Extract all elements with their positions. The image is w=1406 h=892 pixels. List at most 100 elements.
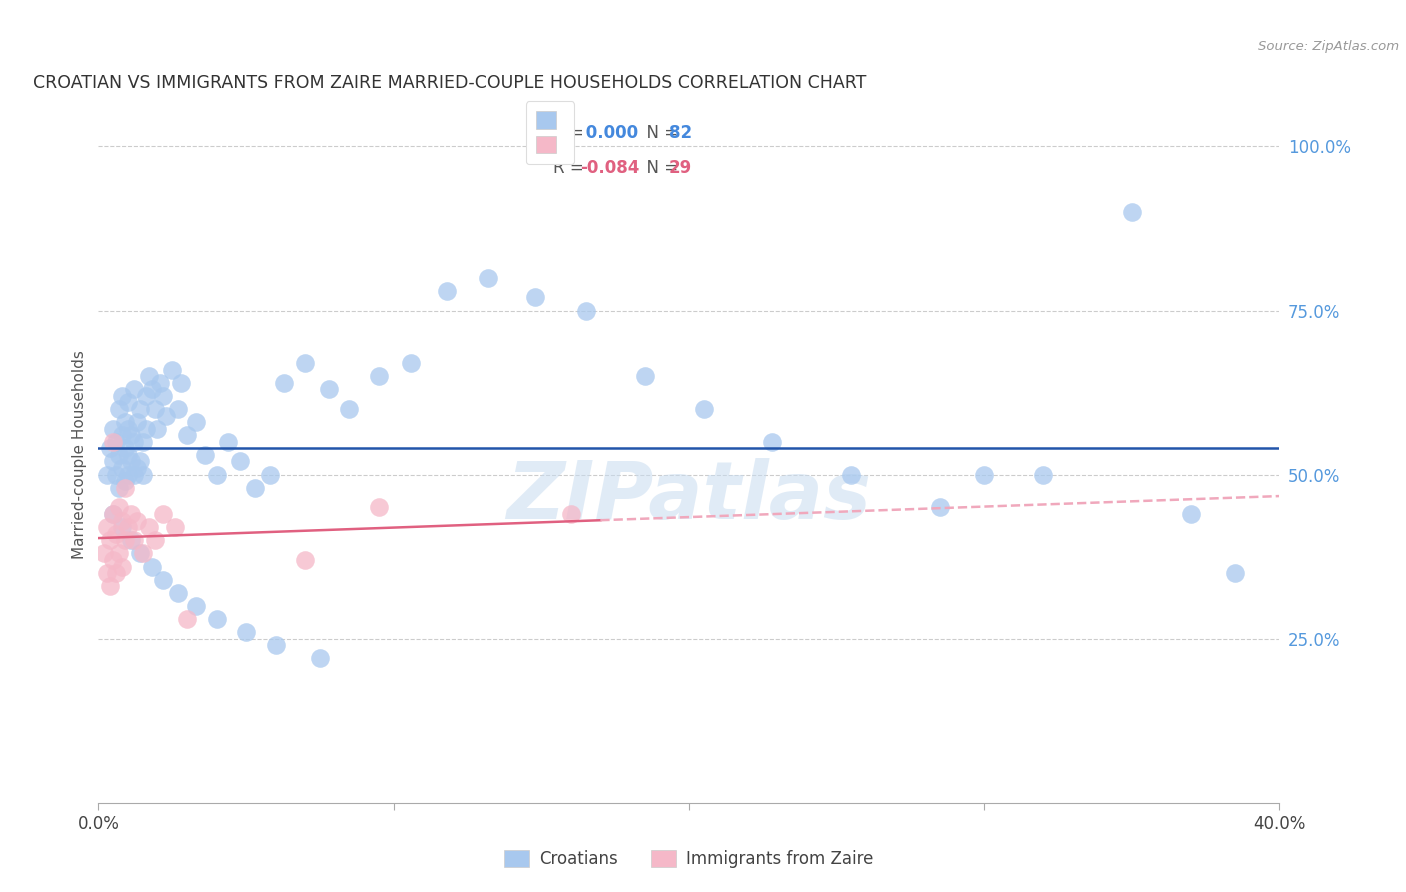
Point bbox=[135, 422, 157, 436]
Text: R =: R = bbox=[553, 159, 589, 178]
Point bbox=[176, 428, 198, 442]
Point bbox=[339, 401, 361, 416]
Point bbox=[184, 415, 207, 429]
Point bbox=[165, 520, 187, 534]
Text: ZIPatlas: ZIPatlas bbox=[506, 458, 872, 536]
Point bbox=[105, 526, 128, 541]
Point bbox=[259, 467, 281, 482]
Point bbox=[309, 651, 332, 665]
Legend: Croatians, Immigrants from Zaire: Croatians, Immigrants from Zaire bbox=[498, 843, 880, 874]
Point bbox=[318, 382, 340, 396]
Point bbox=[176, 612, 198, 626]
Point bbox=[122, 533, 145, 548]
Point bbox=[235, 625, 257, 640]
Point bbox=[1225, 566, 1247, 580]
Point bbox=[205, 612, 228, 626]
Point bbox=[111, 389, 134, 403]
Point bbox=[108, 481, 131, 495]
Point bbox=[138, 520, 160, 534]
Point bbox=[162, 362, 183, 376]
Point bbox=[132, 467, 155, 482]
Point bbox=[524, 290, 547, 304]
Point bbox=[98, 579, 121, 593]
Point bbox=[693, 401, 716, 416]
Point bbox=[294, 356, 316, 370]
Point bbox=[108, 448, 131, 462]
Point bbox=[105, 566, 128, 580]
Point bbox=[111, 428, 134, 442]
Point bbox=[436, 284, 458, 298]
Point bbox=[98, 533, 121, 548]
Point bbox=[575, 303, 598, 318]
Point bbox=[128, 401, 150, 416]
Text: 82: 82 bbox=[669, 124, 692, 143]
Point bbox=[120, 454, 142, 468]
Point bbox=[167, 401, 190, 416]
Point bbox=[560, 507, 582, 521]
Point bbox=[122, 434, 145, 449]
Point bbox=[103, 553, 125, 567]
Point bbox=[141, 559, 163, 574]
Point bbox=[264, 638, 287, 652]
Point bbox=[117, 395, 139, 409]
Point bbox=[841, 467, 863, 482]
Point bbox=[111, 520, 134, 534]
Point bbox=[152, 573, 174, 587]
Point bbox=[96, 566, 118, 580]
Point bbox=[103, 434, 125, 449]
Point bbox=[96, 467, 118, 482]
Text: N =: N = bbox=[636, 159, 683, 178]
Point bbox=[108, 500, 131, 515]
Point bbox=[117, 448, 139, 462]
Point bbox=[132, 546, 155, 560]
Point bbox=[103, 507, 125, 521]
Point bbox=[98, 442, 121, 456]
Point bbox=[93, 546, 115, 560]
Point bbox=[167, 586, 190, 600]
Point bbox=[1121, 205, 1143, 219]
Point bbox=[368, 500, 391, 515]
Point bbox=[111, 559, 134, 574]
Point bbox=[184, 599, 207, 613]
Point bbox=[132, 434, 155, 449]
Point bbox=[1180, 507, 1202, 521]
Point bbox=[105, 434, 128, 449]
Point bbox=[125, 514, 148, 528]
Point bbox=[143, 401, 166, 416]
Point bbox=[120, 507, 142, 521]
Point bbox=[122, 382, 145, 396]
Point bbox=[243, 481, 266, 495]
Point bbox=[120, 428, 142, 442]
Point bbox=[103, 422, 125, 436]
Point bbox=[170, 376, 193, 390]
Point bbox=[114, 533, 136, 548]
Point bbox=[929, 500, 952, 515]
Point bbox=[152, 389, 174, 403]
Point bbox=[108, 401, 131, 416]
Point bbox=[122, 467, 145, 482]
Point bbox=[114, 481, 136, 495]
Point bbox=[103, 507, 125, 521]
Point bbox=[401, 356, 423, 370]
Point bbox=[149, 376, 172, 390]
Text: R =: R = bbox=[553, 124, 589, 143]
Point bbox=[114, 415, 136, 429]
Point bbox=[1032, 467, 1054, 482]
Point bbox=[96, 520, 118, 534]
Text: N =: N = bbox=[636, 124, 683, 143]
Point bbox=[194, 448, 217, 462]
Point bbox=[117, 467, 139, 482]
Point bbox=[205, 467, 228, 482]
Text: Source: ZipAtlas.com: Source: ZipAtlas.com bbox=[1258, 40, 1399, 54]
Point bbox=[138, 369, 160, 384]
Point bbox=[114, 474, 136, 488]
Point bbox=[273, 376, 295, 390]
Point bbox=[120, 533, 142, 548]
Point bbox=[117, 422, 139, 436]
Text: 0.000: 0.000 bbox=[581, 124, 638, 143]
Point bbox=[973, 467, 995, 482]
Point bbox=[135, 389, 157, 403]
Point bbox=[217, 434, 239, 449]
Point bbox=[294, 553, 316, 567]
Point bbox=[761, 434, 783, 449]
